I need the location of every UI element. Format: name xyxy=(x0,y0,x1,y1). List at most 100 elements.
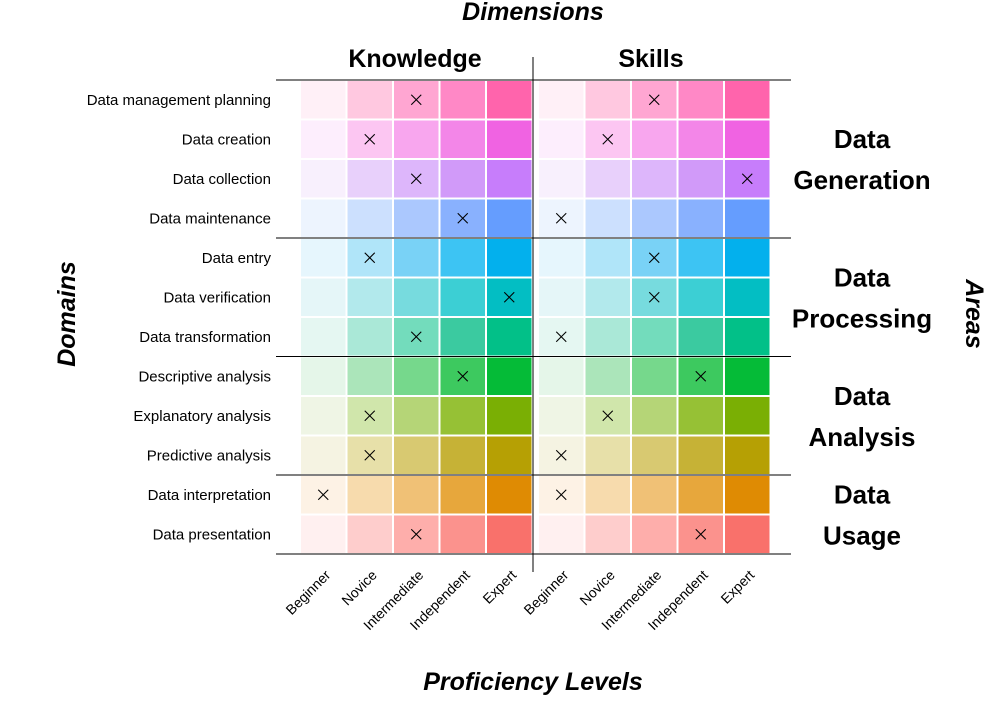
dimension-knowledge-label: Knowledge xyxy=(348,45,481,73)
cell-knowledge-data-maintenance-intermediate xyxy=(392,197,441,239)
cell-knowledge-predictive-analysis-intermediate xyxy=(392,434,441,476)
proficiency-mark-knowledge-descriptive-analysis xyxy=(457,370,469,382)
cell-knowledge-data-collection-beginner xyxy=(299,158,348,200)
x-axis-label: Proficiency Levels xyxy=(423,668,643,696)
level-label-knowledge-novice: Novice xyxy=(338,567,380,609)
domain-label-data-collection: Data collection xyxy=(173,171,271,188)
cell-knowledge-explanatory-analysis-intermediate xyxy=(392,395,441,437)
cell-skills-descriptive-analysis-intermediate xyxy=(630,355,679,397)
cell-knowledge-explanatory-analysis-independent xyxy=(438,395,487,437)
cell-skills-data-management-planning-expert xyxy=(723,79,772,121)
cell-knowledge-descriptive-analysis-beginner xyxy=(299,355,348,397)
cell-skills-data-interpretation-independent xyxy=(676,474,725,516)
cell-skills-data-transformation-novice xyxy=(583,316,632,358)
cell-knowledge-data-creation-intermediate xyxy=(392,118,441,160)
proficiency-mark-knowledge-data-entry xyxy=(364,252,376,264)
cell-knowledge-data-transformation-beginner xyxy=(299,316,348,358)
cell-knowledge-explanatory-analysis-beginner xyxy=(299,395,348,437)
domain-label-data-interpretation: Data interpretation xyxy=(148,487,271,504)
cell-skills-descriptive-analysis-novice xyxy=(583,355,632,397)
proficiency-mark-knowledge-data-interpretation xyxy=(317,489,329,501)
proficiency-mark-knowledge-data-transformation xyxy=(410,331,422,343)
proficiency-mark-skills-data-management-planning xyxy=(648,94,660,106)
proficiency-mark-skills-data-transformation xyxy=(555,331,567,343)
cell-skills-data-presentation-expert xyxy=(723,513,772,555)
cell-skills-data-maintenance-expert xyxy=(723,197,772,239)
cell-skills-data-creation-independent xyxy=(676,118,725,160)
cell-skills-data-management-planning-independent xyxy=(676,79,725,121)
domain-label-explanatory-analysis: Explanatory analysis xyxy=(133,408,271,425)
level-label-knowledge-expert: Expert xyxy=(479,567,519,607)
domain-label-data-verification: Data verification xyxy=(163,289,271,306)
cell-knowledge-data-management-planning-novice xyxy=(345,79,394,121)
cell-knowledge-data-interpretation-intermediate xyxy=(392,474,441,516)
proficiency-mark-knowledge-data-creation xyxy=(364,133,376,145)
cell-skills-data-maintenance-beginner xyxy=(537,197,586,239)
cell-knowledge-data-collection-novice xyxy=(345,158,394,200)
cell-skills-data-verification-beginner xyxy=(537,276,586,318)
proficiency-mark-knowledge-data-presentation xyxy=(410,528,422,540)
proficiency-mark-knowledge-predictive-analysis xyxy=(364,449,376,461)
cell-skills-data-interpretation-expert xyxy=(723,474,772,516)
cell-skills-data-entry-beginner xyxy=(537,237,586,279)
area-label-data-generation: Data Generation xyxy=(793,124,930,195)
cell-knowledge-descriptive-analysis-expert xyxy=(485,355,534,397)
cell-skills-data-collection-beginner xyxy=(537,158,586,200)
cell-knowledge-descriptive-analysis-intermediate xyxy=(392,355,441,397)
cell-skills-data-creation-beginner xyxy=(537,118,586,160)
proficiency-mark-skills-explanatory-analysis xyxy=(602,410,614,422)
area-label-data-usage: Data Usage xyxy=(823,480,901,551)
cell-skills-data-interpretation-novice xyxy=(583,474,632,516)
cell-skills-data-verification-novice xyxy=(583,276,632,318)
cell-knowledge-data-maintenance-novice xyxy=(345,197,394,239)
cell-skills-data-entry-expert xyxy=(723,237,772,279)
cell-skills-data-verification-expert xyxy=(723,276,772,318)
cell-skills-data-management-planning-novice xyxy=(583,79,632,121)
proficiency-mark-knowledge-data-management-planning xyxy=(410,94,422,106)
domain-label-data-transformation: Data transformation xyxy=(139,329,271,346)
cell-knowledge-predictive-analysis-expert xyxy=(485,434,534,476)
level-label-skills-novice: Novice xyxy=(576,567,618,609)
cell-knowledge-data-verification-beginner xyxy=(299,276,348,318)
cell-skills-data-presentation-intermediate xyxy=(630,513,679,555)
cell-knowledge-descriptive-analysis-novice xyxy=(345,355,394,397)
cell-skills-data-maintenance-intermediate xyxy=(630,197,679,239)
right-axis-label: Areas xyxy=(960,278,988,349)
cell-skills-data-collection-intermediate xyxy=(630,158,679,200)
cell-skills-explanatory-analysis-independent xyxy=(676,395,725,437)
proficiency-mark-knowledge-explanatory-analysis xyxy=(364,410,376,422)
cell-knowledge-data-transformation-novice xyxy=(345,316,394,358)
cell-skills-data-maintenance-novice xyxy=(583,197,632,239)
cell-knowledge-data-verification-intermediate xyxy=(392,276,441,318)
cell-skills-data-entry-independent xyxy=(676,237,725,279)
area-label-data-processing: Data Processing xyxy=(792,262,932,333)
cell-knowledge-data-entry-beginner xyxy=(299,237,348,279)
cell-skills-data-presentation-novice xyxy=(583,513,632,555)
cell-knowledge-data-management-planning-expert xyxy=(485,79,534,121)
cell-skills-data-collection-novice xyxy=(583,158,632,200)
area-label-data-analysis: Data Analysis xyxy=(809,381,916,452)
cell-knowledge-data-collection-independent xyxy=(438,158,487,200)
cell-skills-descriptive-analysis-expert xyxy=(723,355,772,397)
cell-knowledge-data-presentation-independent xyxy=(438,513,487,555)
cell-knowledge-data-entry-independent xyxy=(438,237,487,279)
y-axis-label: Domains xyxy=(53,261,81,367)
cell-knowledge-data-maintenance-expert xyxy=(485,197,534,239)
level-label-skills-expert: Expert xyxy=(717,567,757,607)
cell-skills-descriptive-analysis-beginner xyxy=(537,355,586,397)
cell-knowledge-data-creation-independent xyxy=(438,118,487,160)
cell-knowledge-data-entry-intermediate xyxy=(392,237,441,279)
cell-skills-data-presentation-beginner xyxy=(537,513,586,555)
proficiency-mark-knowledge-data-collection xyxy=(410,173,422,185)
cell-skills-predictive-analysis-expert xyxy=(723,434,772,476)
proficiency-mark-skills-data-presentation xyxy=(695,528,707,540)
proficiency-mark-skills-data-interpretation xyxy=(555,489,567,501)
domain-label-data-management-planning: Data management planning xyxy=(87,92,271,109)
domain-label-data-presentation: Data presentation xyxy=(153,526,271,543)
cell-knowledge-predictive-analysis-independent xyxy=(438,434,487,476)
domain-label-data-entry: Data entry xyxy=(202,250,272,267)
cell-skills-predictive-analysis-intermediate xyxy=(630,434,679,476)
cell-knowledge-data-transformation-independent xyxy=(438,316,487,358)
proficiency-mark-knowledge-data-maintenance xyxy=(457,212,469,224)
